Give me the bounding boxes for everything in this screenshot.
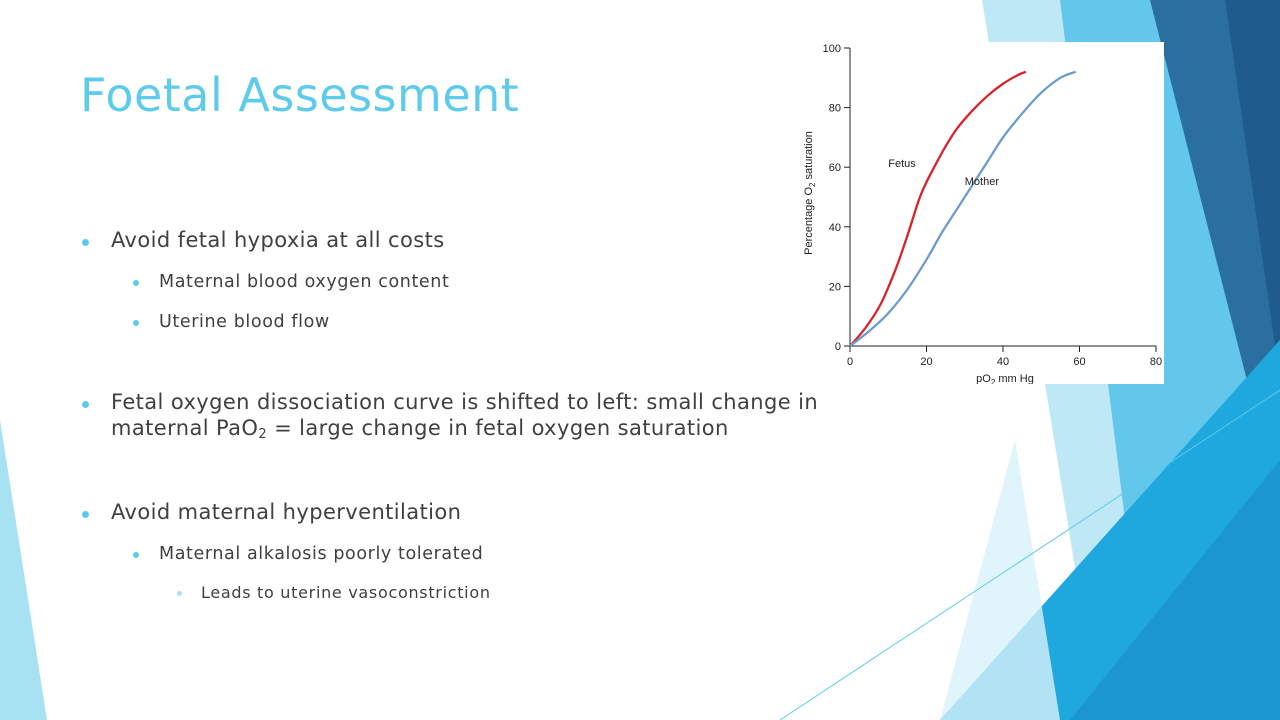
bullet-dot bbox=[133, 320, 139, 326]
bullet-avoid-hyperventilation: Avoid maternal hyperventilation bbox=[111, 500, 462, 524]
bg-shape-deep-wedge-2 bbox=[1225, 0, 1280, 380]
y-tick-label: 60 bbox=[829, 162, 841, 174]
line2-suffix: = large change in fetal oxygen saturatio… bbox=[267, 416, 729, 440]
line2-prefix: maternal PaO bbox=[111, 416, 259, 440]
bg-shape-pale-triangle bbox=[940, 440, 1060, 720]
bg-shape-left-sliver bbox=[0, 420, 47, 720]
x-tick-label: 80 bbox=[1150, 356, 1162, 368]
line2-subscript: 2 bbox=[258, 427, 268, 442]
x-tick-label: 20 bbox=[920, 356, 932, 368]
bullet-dot bbox=[82, 401, 89, 408]
y-axis-title: Percentage O2 saturation bbox=[803, 131, 817, 255]
y-tick-label: 20 bbox=[829, 281, 841, 293]
bg-thin-line bbox=[779, 389, 1280, 720]
annotation-mother: Mother bbox=[965, 176, 1000, 188]
slide-title: Foetal Assessment bbox=[80, 68, 520, 122]
chart-svg: 0 20 40 60 80 100 0 20 40 60 80 Fetus Mother pO2 mm H… bbox=[803, 43, 1162, 384]
x-tick-label: 60 bbox=[1073, 356, 1085, 368]
bg-shape-bright-triangle-2 bbox=[1070, 460, 1280, 720]
bullet-uterine-blood-flow: Uterine blood flow bbox=[159, 312, 330, 332]
series-line-mother bbox=[849, 70, 1077, 347]
x-tick-label: 40 bbox=[997, 356, 1009, 368]
oxygen-dissociation-chart: 0 20 40 60 80 100 0 20 40 60 80 Fetus Mother pO2 mm H… bbox=[798, 42, 1164, 384]
y-tick-label: 40 bbox=[829, 222, 841, 234]
bullet-dot bbox=[133, 552, 139, 558]
bullet-dot bbox=[133, 280, 139, 286]
bullet-fetal-dissociation-line1: Fetal oxygen dissociation curve is shift… bbox=[111, 390, 819, 414]
bullet-maternal-alkalosis: Maternal alkalosis poorly tolerated bbox=[159, 544, 484, 564]
y-tick-label: 0 bbox=[835, 341, 841, 353]
bullet-fetal-dissociation-line2: maternal PaO2 = large change in fetal ox… bbox=[111, 416, 729, 442]
x-tick-label: 0 bbox=[847, 356, 853, 368]
bullet-dot bbox=[177, 591, 182, 596]
y-tick-label: 80 bbox=[829, 103, 841, 115]
bullet-avoid-fetal-hypoxia: Avoid fetal hypoxia at all costs bbox=[111, 228, 445, 252]
bullet-dot bbox=[82, 511, 89, 518]
bullet-uterine-vasoconstriction: Leads to uterine vasoconstriction bbox=[201, 583, 491, 602]
x-axis-title: pO2 mm Hg bbox=[976, 373, 1034, 384]
y-tick-label: 100 bbox=[823, 43, 841, 55]
series-line-fetus bbox=[849, 70, 1027, 347]
bullet-dot bbox=[82, 239, 89, 246]
bullet-maternal-blood-oxygen: Maternal blood oxygen content bbox=[159, 272, 450, 292]
annotation-fetus: Fetus bbox=[888, 158, 916, 170]
